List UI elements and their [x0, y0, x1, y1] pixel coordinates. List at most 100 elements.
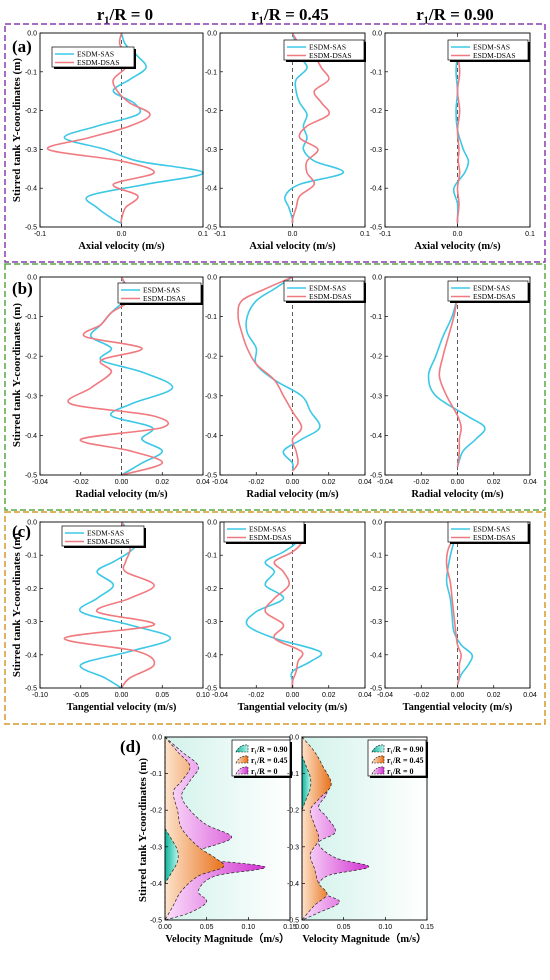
y-tick-label: -0.3 [205, 393, 217, 400]
x-tick-label: 0.10 [196, 692, 210, 699]
legend: r₁/R = 0.90 r₁/R = 0.45 r₁/R = 0 [231, 739, 292, 778]
y-axis-label: Stirred tank Y-coordinates (m) [11, 533, 23, 677]
legend-entry: ESDM-SAS [249, 525, 286, 534]
panel-label: (b) [12, 279, 33, 298]
x-axis-label: Velocity Magnitude（m/s） [165, 932, 289, 945]
y-tick-label: -0.5 [205, 686, 217, 693]
y-tick-label: 0.0 [27, 520, 37, 527]
y-tick-label: -0.2 [205, 586, 217, 593]
x-tick-label: -0.02 [248, 479, 264, 486]
y-tick-label: -0.4 [370, 186, 382, 193]
x-tick-label: 0.10 [242, 924, 256, 931]
y-tick-label: -0.3 [205, 619, 217, 626]
y-tick-label: -0.4 [150, 881, 162, 888]
x-axis-label: Radial velocity (m/s) [411, 489, 504, 500]
y-tick-label: -0.4 [287, 881, 299, 888]
column-title-090: r₁/R = 0.90 [416, 5, 494, 24]
y-tick-label: -0.2 [25, 108, 37, 115]
x-tick-label: 0.05 [155, 692, 169, 699]
y-tick-label: -0.3 [150, 844, 162, 851]
legend-entry: r₁/R = 0 [387, 767, 414, 776]
group-box-c [4, 511, 546, 725]
y-tick-label: -0.5 [25, 473, 37, 480]
legend: r₁/R = 0.90 r₁/R = 0.45 r₁/R = 0 [367, 739, 428, 778]
x-tick-label: 0.15 [283, 924, 297, 931]
group-box-a [4, 23, 546, 263]
x-axis-label: Radial velocity (m/s) [75, 489, 168, 500]
area-series-0 [301, 755, 312, 811]
x-tick-label: 0.00 [286, 692, 300, 699]
line-series-dsas [291, 32, 331, 224]
y-tick-label: 0.0 [152, 735, 162, 742]
x-tick-label: 0.02 [487, 479, 501, 486]
x-axis-label: Radial velocity (m/s) [246, 489, 339, 500]
y-tick-label: 0.0 [207, 31, 217, 38]
legend-swatch [235, 744, 249, 753]
y-tick-label: 0.0 [372, 520, 382, 527]
legend-entry: r₁/R = 0.45 [251, 756, 288, 765]
y-tick-label: -0.2 [370, 108, 382, 115]
x-tick-label: 0.02 [322, 692, 336, 699]
y-tick-label: -0.3 [205, 147, 217, 154]
plot-frame [164, 736, 291, 921]
line-series-dsas [445, 531, 462, 685]
y-tick-label: -0.4 [25, 652, 37, 659]
y-tick-label: 0.0 [27, 275, 37, 282]
y-tick-label: -0.4 [205, 652, 217, 659]
line-series-dsas [237, 276, 303, 472]
x-tick-label: 0.0 [117, 231, 127, 238]
y-tick-label: -0.2 [205, 108, 217, 115]
legend-entry: ESDM-SAS [473, 525, 510, 534]
y-tick-label: 0.0 [289, 735, 299, 742]
x-tick-label: 0.02 [322, 479, 336, 486]
chart-c-090: 0.0 -0.1 -0.2 -0.3 -0.4 -0.5-0.04 -0.02 0.00 0.0… [370, 520, 537, 714]
legend-entry: ESDM-SAS [309, 284, 346, 293]
x-axis-label: Velocity Magnitude（m/s） [302, 932, 426, 945]
y-tick-label: -0.1 [370, 314, 382, 321]
x-axis-label: Tangential velocity (m/s) [403, 702, 513, 713]
y-tick-label: -0.5 [370, 473, 382, 480]
x-tick-label: 0.00 [115, 692, 129, 699]
legend-swatch [371, 766, 385, 775]
area-series-0 [164, 827, 179, 885]
y-tick-label: -0.4 [205, 186, 217, 193]
plot-frame [301, 736, 428, 921]
line-series-dsas [67, 276, 170, 476]
y-tick-label: -0.2 [370, 586, 382, 593]
x-tick-label: 0.02 [487, 692, 501, 699]
area-series-1 [164, 736, 225, 922]
y-tick-label: -0.1 [25, 314, 37, 321]
y-axis-label: Stirred tank Y-coordinates (m) [11, 58, 23, 202]
x-tick-label: -0.04 [377, 479, 393, 486]
y-tick-label: -0.2 [150, 808, 162, 815]
y-tick-label: -0.2 [25, 586, 37, 593]
x-tick-label: 0.04 [523, 692, 537, 699]
y-tick-label: 0.0 [372, 275, 382, 282]
x-tick-label: 0.1 [360, 231, 370, 238]
y-tick-label: -0.1 [25, 553, 37, 560]
panel-label: (a) [12, 37, 32, 56]
y-tick-label: -0.1 [150, 771, 162, 778]
x-tick-label: 0.0 [288, 231, 298, 238]
line-series-sas [89, 276, 174, 476]
column-title-045: r₁/R = 0.45 [251, 5, 329, 24]
x-tick-label: -0.04 [212, 692, 228, 699]
x-tick-label: 0.15 [420, 924, 434, 931]
chart-b-0: 0.0 -0.1 -0.2 -0.3 -0.4 -0.5-0.04 -0.02 0.00 0.0… [11, 275, 210, 501]
legend-entry: r₁/R = 0.90 [251, 745, 288, 754]
x-tick-label: 0.02 [155, 479, 169, 486]
y-tick-label: 0.0 [207, 520, 217, 527]
y-tick-label: -0.4 [25, 186, 37, 193]
y-tick-label: -0.2 [205, 354, 217, 361]
legend-swatch [371, 755, 385, 764]
x-tick-label: -0.02 [73, 479, 89, 486]
y-tick-label: -0.5 [150, 918, 162, 925]
x-tick-label: 0.1 [525, 231, 535, 238]
x-axis-label: Axial velocity (m/s) [414, 241, 501, 252]
legend-entry: ESDM-DSAS [473, 533, 516, 542]
x-tick-label: 0.00 [158, 924, 172, 931]
